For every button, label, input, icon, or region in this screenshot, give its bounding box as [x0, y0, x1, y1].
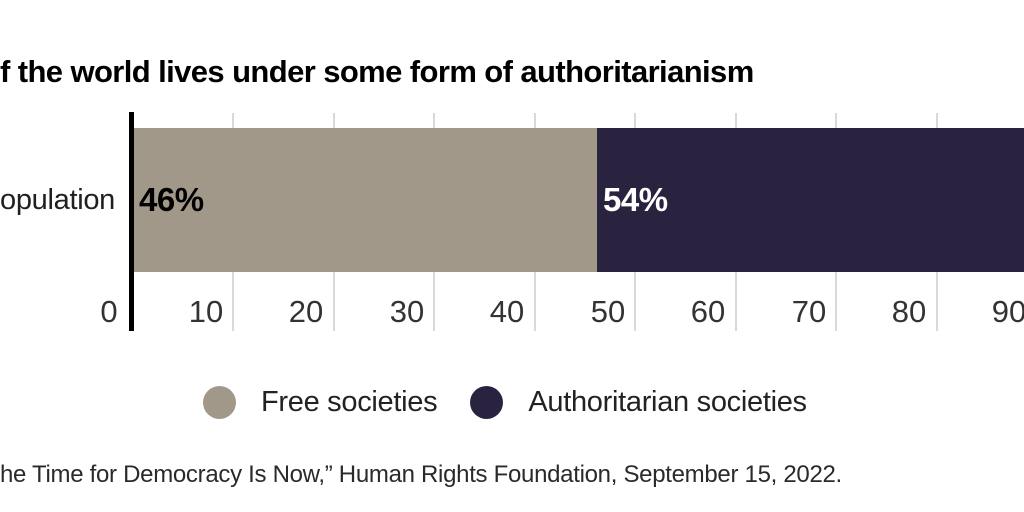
bar-segment-free-societies: 46%: [134, 128, 597, 272]
y-axis-line: [129, 112, 134, 331]
x-tick-20: 20: [288, 294, 324, 329]
x-tick-60: 60: [690, 294, 726, 329]
x-tick-10: 10: [188, 294, 224, 329]
data-label-authoritarian: 54%: [603, 181, 668, 218]
x-tick-70: 70: [791, 294, 827, 329]
x-tick-0: 0: [100, 294, 118, 329]
legend-label-free-societies: Free societies: [261, 386, 438, 418]
x-tick-40: 40: [489, 294, 525, 329]
x-tick-80: 80: [891, 294, 927, 329]
stacked-bar: 46% 54%: [134, 128, 1024, 272]
source-citation: he Time for Democracy Is Now,” Human Rig…: [0, 461, 842, 488]
bar-segment-authoritarian-societies: 54%: [597, 128, 1024, 272]
legend-swatch-free-societies-icon: [203, 386, 236, 419]
data-label-free: 46%: [139, 181, 204, 218]
legend-label-authoritarian-societies: Authoritarian societies: [528, 386, 807, 418]
chart-title: f the world lives under some form of aut…: [0, 54, 754, 89]
category-label: opulation: [0, 184, 116, 216]
legend-swatch-authoritarian-societies-icon: [470, 386, 504, 419]
x-tick-50: 50: [590, 294, 626, 329]
legend: Free societies Authoritarian societies: [203, 386, 807, 419]
x-tick-30: 30: [389, 294, 425, 329]
x-tick-90: 90: [991, 294, 1024, 329]
